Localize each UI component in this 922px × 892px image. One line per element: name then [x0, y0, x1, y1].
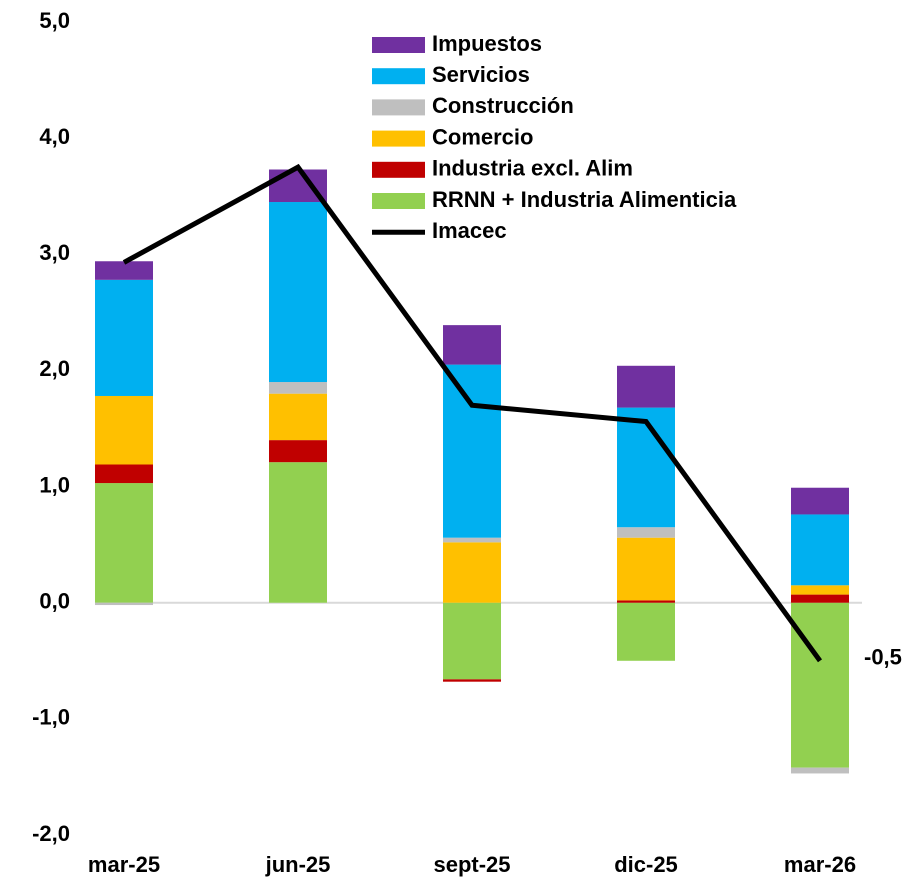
y-tick-label: 3,0 — [39, 240, 70, 265]
bar-segment — [269, 382, 327, 394]
bar-segment — [95, 602, 153, 606]
legend-swatch — [372, 130, 425, 147]
data-label: -0,5 — [864, 645, 902, 670]
y-tick-label: 0,0 — [39, 589, 70, 614]
bar-segment — [791, 594, 849, 603]
legend-label: Servicios — [432, 62, 530, 87]
bar-segment — [443, 537, 501, 543]
y-tick-label: -1,0 — [32, 705, 70, 730]
bar-segment — [791, 487, 849, 515]
bar-segment — [95, 279, 153, 396]
y-tick-label: -2,0 — [32, 821, 70, 846]
bar-segment — [95, 483, 153, 603]
bar-segment — [269, 393, 327, 441]
bar-segment — [95, 395, 153, 465]
bar-segment — [443, 602, 501, 680]
legend-label: Imacec — [432, 218, 507, 243]
legend-label: Industria excl. Alim — [432, 156, 633, 181]
x-tick-label: mar-26 — [784, 852, 856, 877]
bar-segment — [443, 542, 501, 603]
bar-segment — [791, 602, 849, 768]
bar-segment — [443, 364, 501, 538]
bar-segment — [617, 365, 675, 408]
legend-swatch — [372, 99, 425, 116]
x-tick-label: dic-25 — [614, 852, 678, 877]
bar-segment — [269, 462, 327, 603]
bar-segment — [95, 464, 153, 484]
bar-segment — [791, 767, 849, 774]
bar-segment — [791, 585, 849, 595]
bar-segment — [617, 602, 675, 661]
y-tick-label: 4,0 — [39, 124, 70, 149]
bar-segment — [791, 514, 849, 586]
legend-label: Comercio — [432, 124, 533, 149]
x-tick-label: mar-25 — [88, 852, 160, 877]
y-tick-label: 2,0 — [39, 356, 70, 381]
bar-segment — [617, 600, 675, 603]
legend-swatch — [372, 193, 425, 209]
line-series — [122, 163, 823, 663]
bar-segment — [443, 679, 501, 682]
bar-segment — [617, 537, 675, 601]
y-tick-label: 1,0 — [39, 472, 70, 497]
x-tick-label: jun-25 — [265, 852, 331, 877]
y-tick-label: 5,0 — [39, 8, 70, 33]
bar-segment — [95, 261, 153, 280]
legend-swatch — [372, 161, 425, 178]
legend-label: RRNN + Industria Alimenticia — [432, 187, 737, 212]
legend-swatch — [372, 37, 425, 53]
bar-segment — [269, 440, 327, 463]
bar-segment — [443, 325, 501, 365]
legend-label: Impuestos — [432, 31, 542, 56]
legend-swatch — [372, 68, 425, 85]
bar-segment — [269, 202, 327, 383]
bar-segment — [617, 527, 675, 538]
legend-label: Construcción — [432, 93, 574, 118]
x-tick-label: sept-25 — [433, 852, 510, 877]
bar-segment — [617, 407, 675, 528]
